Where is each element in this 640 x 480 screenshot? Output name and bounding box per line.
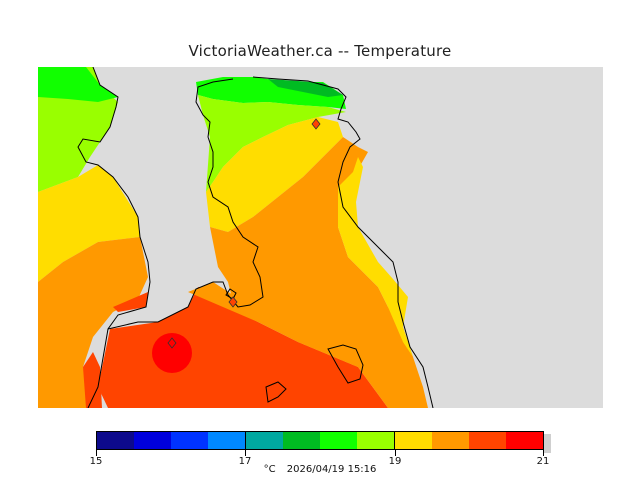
legend-color-bar (96, 431, 544, 450)
legend-swatch (134, 432, 171, 449)
legend-swatch (357, 432, 395, 449)
station-markers (167, 118, 321, 349)
map-title: VictoriaWeather.ca -- Temperature (188, 42, 452, 60)
contour-band-west-21b (83, 352, 102, 408)
legend-tick (96, 450, 97, 456)
legend-tick-label-max: 21 (536, 456, 550, 467)
legend-tick (543, 450, 544, 456)
station-marker[interactable] (228, 296, 238, 308)
contour-band-north-18 (198, 95, 346, 192)
legend-swatch (506, 432, 543, 449)
contour-band-north-19 (206, 117, 343, 232)
contour-band-west-19 (38, 165, 140, 282)
legend-tick (245, 450, 246, 456)
contour-band-west-20 (38, 237, 148, 408)
contour-band-east-19 (338, 157, 413, 357)
contour-band-north-16 (268, 79, 343, 97)
station-marker[interactable] (311, 118, 321, 130)
legend-tick-label: 19 (388, 456, 402, 467)
legend-shadow (544, 434, 551, 453)
hot-spot (152, 333, 192, 373)
legend-swatch (97, 432, 134, 449)
legend-unit: °C (263, 464, 276, 475)
legend-swatch (469, 432, 506, 449)
contour-band-west-17 (38, 67, 118, 102)
legend-tick-label-min: 15 (89, 456, 103, 467)
legend-caption: °C 2026/04/19 15:16 (0, 464, 640, 475)
legend-tick (395, 450, 396, 456)
legend-swatch (432, 432, 469, 449)
temperature-map[interactable] (38, 67, 603, 408)
legend-swatch (208, 432, 246, 449)
contour-band-east-20 (210, 137, 428, 408)
contour-band-west-21a (113, 292, 148, 312)
legend-swatch (320, 432, 357, 449)
contour-band-south-21 (98, 287, 388, 408)
legend-datetime: 2026/04/19 15:16 (286, 464, 377, 475)
station-marker[interactable] (167, 337, 177, 349)
legend-swatch (395, 432, 432, 449)
legend-tick-label: 17 (238, 456, 252, 467)
legend-swatch (283, 432, 320, 449)
legend-swatch (171, 432, 208, 449)
map-canvas (38, 67, 603, 408)
coastline (77, 67, 434, 408)
legend-swatch (246, 432, 283, 449)
